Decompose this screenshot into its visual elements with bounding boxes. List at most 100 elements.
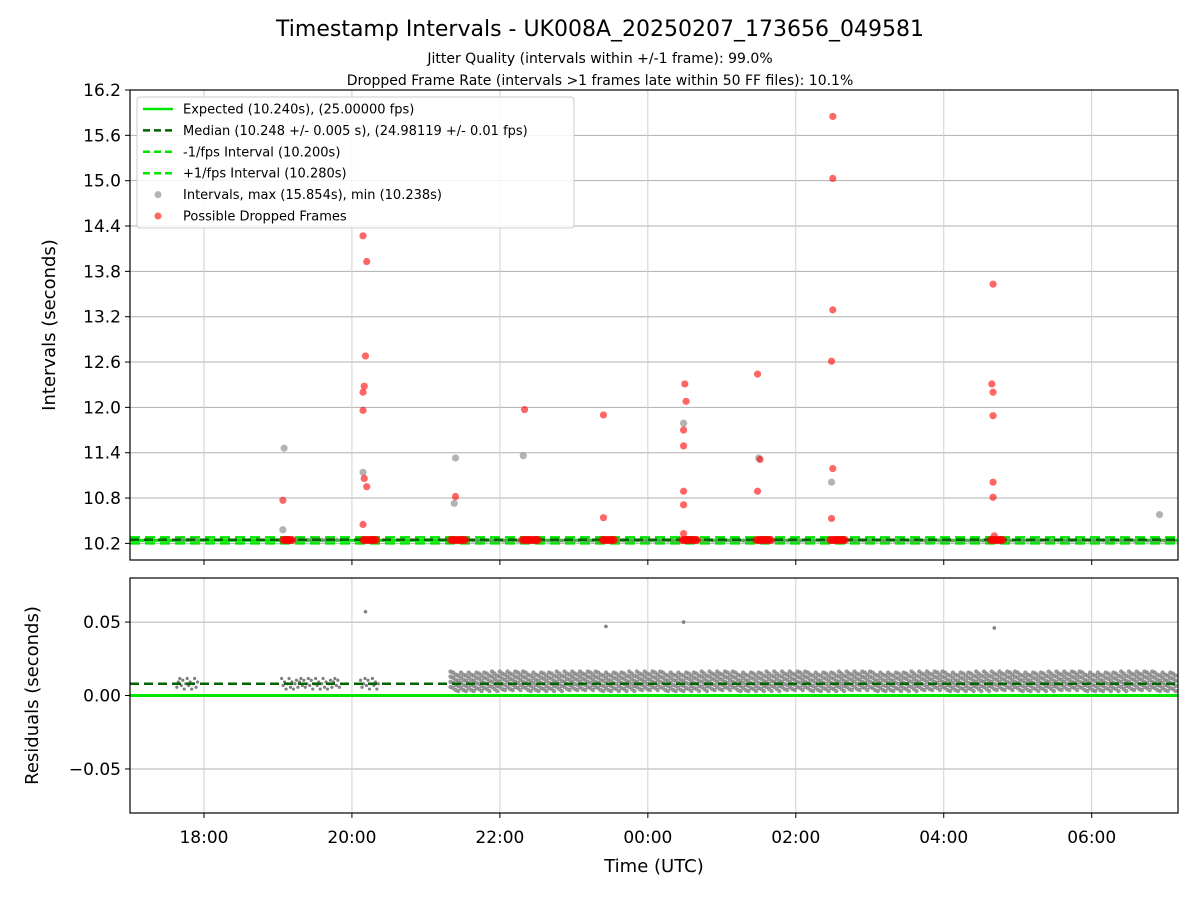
residual-point [336, 678, 340, 682]
residual-point [175, 685, 179, 689]
residual-point [1165, 688, 1170, 694]
residual-point [528, 688, 534, 694]
residual-point [937, 687, 943, 693]
residual-point [294, 678, 299, 682]
residual-point [1036, 688, 1041, 694]
legend-swatch [154, 212, 162, 220]
dropped-frame-point [693, 535, 702, 544]
residual-point [1173, 673, 1178, 678]
residual-point [303, 685, 307, 689]
residual-point [1002, 687, 1007, 693]
y-tick-label: −0.05 [69, 760, 121, 780]
interval-point [923, 538, 928, 543]
dropped-frame-point [679, 426, 688, 434]
interval-point [714, 538, 720, 543]
residual-point [334, 683, 338, 688]
residual-point [857, 687, 862, 693]
residual-point [948, 688, 953, 694]
y-tick-label: 16.2 [83, 81, 121, 101]
residual-point [1108, 688, 1114, 694]
interval-point [519, 452, 527, 460]
dropped-frame-point [827, 357, 836, 365]
interval-point [949, 538, 955, 543]
residual-point [502, 687, 508, 693]
y-tick-label: 15.6 [83, 126, 121, 146]
dropped-frame-point [753, 487, 762, 495]
residual-point [510, 687, 515, 693]
residual-point [1124, 688, 1129, 694]
residual-point [280, 676, 284, 681]
residual-point [358, 678, 363, 682]
residual-point [360, 685, 364, 689]
intervals-panel: 10.2 10.8 11.4 12.0 12.6 13.2 13.8 14.4 15.0 15.6… [39, 81, 1179, 565]
residual-point [302, 678, 306, 682]
interval-point [670, 538, 675, 543]
residual-point [590, 687, 596, 693]
residual-point [182, 687, 186, 691]
legend-entry: Expected (10.240s), (25.00000 fps) [183, 103, 414, 118]
residual-point [696, 688, 702, 694]
figure-title: Timestamp Intervals - UK008A_20250207_17… [275, 17, 924, 42]
dropped-frame-point [840, 535, 849, 544]
residual-point [364, 683, 369, 688]
residual-point [784, 687, 790, 693]
residual-point [494, 688, 500, 694]
y-tick-label: 13.8 [83, 262, 121, 282]
residual-point [712, 687, 717, 693]
residual-point [689, 688, 694, 694]
interval-point [585, 538, 591, 543]
interval-point [572, 538, 578, 543]
residual-point [826, 688, 831, 694]
legend-entry: Possible Dropped Frames [183, 210, 347, 225]
residual-point [193, 676, 197, 681]
residual-point [185, 676, 189, 681]
residual-point [321, 676, 325, 681]
x-axis-label: Time (UTC) [603, 856, 704, 877]
residual-point [1028, 688, 1033, 694]
dropped-frame-point [359, 232, 367, 240]
residual-point [194, 685, 198, 689]
interval-point [334, 537, 340, 542]
residual-point [992, 626, 997, 630]
dropped-frame-point [756, 455, 764, 464]
dropped-frame-point [359, 406, 367, 414]
y-axis-label-residuals: Residuals (seconds) [22, 606, 43, 785]
residual-point [906, 688, 912, 694]
dropped-frame-point [359, 520, 367, 529]
residual-point [487, 688, 492, 694]
residual-point [963, 688, 969, 694]
x-tick-label: 02:00 [771, 828, 820, 848]
y-tick-label: 15.0 [83, 172, 121, 192]
residual-point [891, 688, 896, 694]
residual-point [367, 687, 372, 691]
interval-point [727, 538, 733, 543]
residual-point [800, 687, 805, 693]
interval-point [679, 419, 688, 427]
residual-point [293, 682, 297, 686]
residual-point [287, 676, 291, 681]
legend-entry: +1/fps Interval (10.280s) [183, 167, 347, 182]
dropped-frame-point [361, 352, 370, 360]
y-tick-label: 0.00 [83, 687, 121, 707]
dropped-frame-point [360, 382, 368, 390]
dropped-frame-point [288, 535, 297, 544]
residual-point [463, 688, 469, 694]
residual-point [746, 688, 751, 694]
residual-point [575, 687, 580, 693]
residual-point [865, 687, 870, 693]
residual-point [559, 688, 565, 694]
interval-point [474, 538, 480, 543]
y-tick-label: 0.05 [83, 613, 121, 633]
dropped-frame-point [682, 397, 690, 405]
residual-point [195, 680, 200, 684]
residual-point [720, 687, 725, 693]
interval-point [559, 538, 564, 543]
dropped-frame-point [599, 514, 608, 522]
residual-point [1067, 687, 1072, 693]
dropped-frame-point [753, 370, 762, 378]
interval-point [359, 468, 367, 476]
interval-point [1091, 538, 1097, 543]
interval-point [656, 538, 662, 543]
residual-point [1051, 688, 1057, 694]
residual-point [994, 687, 1000, 693]
